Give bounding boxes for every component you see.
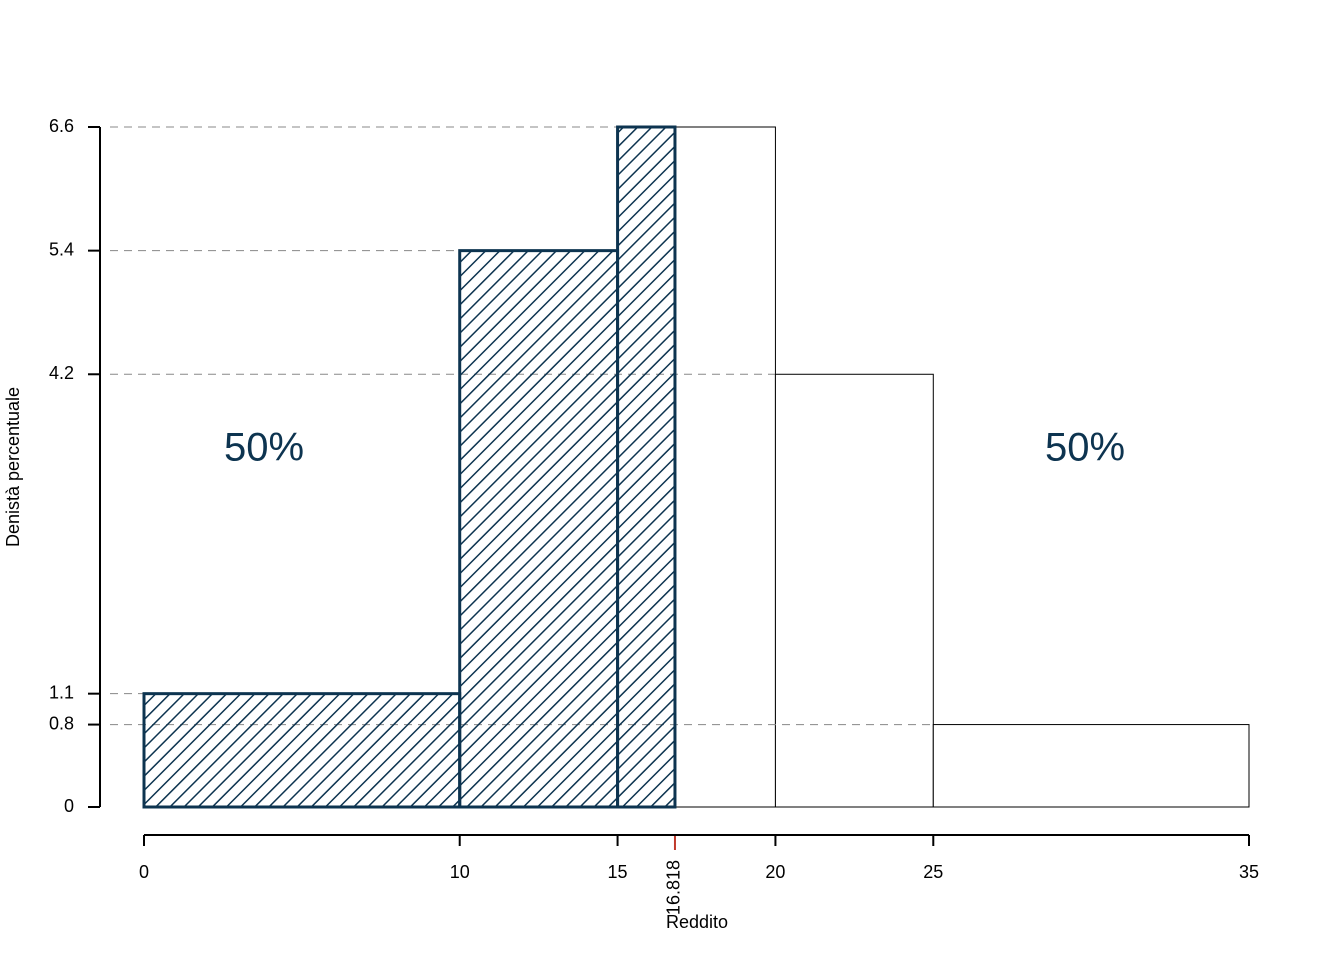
hatched-bar bbox=[142, 692, 462, 809]
x-tick-label: 15 bbox=[608, 862, 628, 882]
y-tick-label: 4.2 bbox=[49, 363, 74, 383]
y-tick-label: 5.4 bbox=[49, 239, 74, 259]
y-tick-label: 6.6 bbox=[49, 116, 74, 136]
hatched-bar bbox=[616, 125, 677, 809]
annotation: 50% bbox=[1045, 426, 1125, 470]
hatched-bar bbox=[458, 249, 620, 809]
bar bbox=[932, 724, 1250, 808]
y-tick-label: 0 bbox=[64, 796, 74, 816]
y-axis-label: Denistà percentuale bbox=[3, 387, 23, 547]
x-tick-label: 35 bbox=[1239, 862, 1259, 882]
median-label: 16.818 bbox=[664, 860, 684, 915]
x-tick-label: 0 bbox=[139, 862, 149, 882]
y-tick-label: 0.8 bbox=[49, 713, 74, 733]
annotation: 50% bbox=[224, 426, 304, 470]
x-tick-label: 25 bbox=[923, 862, 943, 882]
x-axis-label: Reddito bbox=[666, 912, 728, 932]
bar bbox=[774, 373, 934, 808]
x-tick-label: 10 bbox=[450, 862, 470, 882]
y-tick-label: 1.1 bbox=[49, 682, 74, 702]
x-tick-label: 20 bbox=[765, 862, 785, 882]
